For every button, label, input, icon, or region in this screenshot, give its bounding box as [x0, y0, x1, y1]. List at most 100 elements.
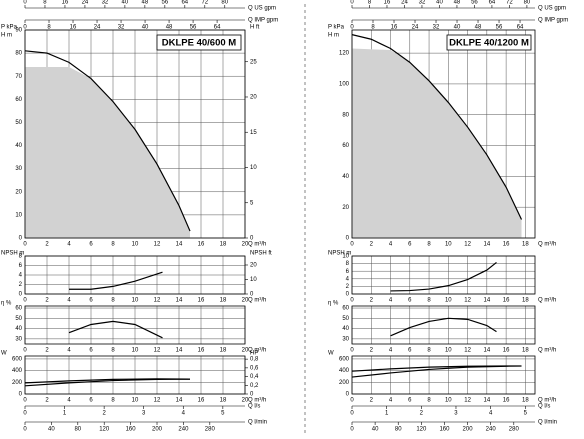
x-tick-label: 14 [483, 348, 490, 354]
tick-label: 24 [94, 25, 101, 31]
tick-label: 40 [48, 427, 55, 433]
y-tick-label: 0 [346, 392, 350, 398]
y2-axis-label: H ft [250, 25, 260, 31]
tick-label: 16 [391, 25, 398, 31]
tick-label: 56 [496, 25, 503, 31]
tick-label: 4 [489, 411, 493, 417]
tick-label: 56 [161, 0, 168, 6]
y2-tick-label: 0 [250, 236, 254, 242]
x-tick-label: 2 [45, 398, 49, 404]
x-axis-label: Q m³/h [248, 298, 266, 304]
x-tick-label: 0 [350, 242, 354, 248]
tick-label: 4 [182, 411, 186, 417]
tick-label: 40 [372, 427, 379, 433]
tick-label: 32 [118, 25, 125, 31]
y-tick-label: 0 [19, 392, 23, 398]
curve [351, 365, 522, 378]
y-axis-label: η % [1, 301, 12, 307]
y-tick-label: 80 [15, 51, 22, 57]
x-tick-label: 10 [132, 242, 139, 248]
y-tick-label: 600 [339, 357, 350, 363]
x-axis-label: Q m³/h [248, 242, 266, 248]
tick-label: 2 [102, 411, 106, 417]
tick-label: 64 [181, 0, 188, 6]
tick-label: 64 [489, 0, 496, 6]
x-tick-label: 4 [389, 348, 393, 354]
title-box [446, 34, 532, 51]
y2-tick-label: 0 [250, 392, 254, 398]
x-tick-label: 10 [132, 348, 139, 354]
x-tick-label: 2 [370, 242, 374, 248]
x-tick-label: 12 [154, 298, 161, 304]
tick-label: 16 [62, 0, 69, 6]
x-tick-label: 10 [132, 298, 139, 304]
y-tick-label: 400 [12, 368, 23, 374]
x-tick-label: 14 [483, 298, 490, 304]
y-tick-label: 4 [346, 276, 350, 282]
tick-label: 40 [436, 0, 443, 6]
x-tick-label: 6 [408, 348, 412, 354]
x-tick-label: 8 [111, 242, 115, 248]
x-tick-label: 10 [132, 398, 139, 404]
y-axis-label: W [328, 351, 334, 357]
y-tick-label: 60 [342, 143, 349, 149]
tick-label: 200 [463, 427, 474, 433]
tick-label: 0 [23, 427, 27, 433]
x-tick-label: 12 [464, 298, 471, 304]
tick-label: 32 [419, 0, 426, 6]
x-tick-label: 16 [198, 242, 205, 248]
tick-label: 40 [454, 25, 461, 31]
tick-label: 40 [142, 25, 149, 31]
x-axis-label: Q m³/h [538, 348, 556, 354]
y-tick-label: 10 [15, 212, 22, 218]
x-tick-label: 18 [220, 298, 227, 304]
y-tick-label: 600 [12, 357, 23, 363]
x-tick-label: 14 [176, 242, 183, 248]
y-tick-label: 50 [15, 316, 22, 322]
chart-title: DKLPE 40/1200 M [449, 38, 529, 49]
x-tick-label: 0 [350, 348, 354, 354]
y-tick-label: 60 [342, 306, 349, 312]
x-tick-label: 12 [154, 242, 161, 248]
y-tick-label: 200 [12, 380, 23, 386]
y-tick-label: 0 [346, 236, 350, 242]
y-tick-label: 50 [342, 316, 349, 322]
x-tick-label: 14 [176, 398, 183, 404]
tick-label: 24 [82, 0, 89, 6]
x-tick-label: 14 [483, 242, 490, 248]
tick-label: 200 [152, 427, 163, 433]
axis-label: Q l/s [538, 404, 550, 410]
tick-label: 72 [201, 0, 208, 6]
y-tick-label: 40 [342, 174, 349, 180]
x-tick-label: 4 [67, 398, 71, 404]
tick-label: 8 [47, 25, 51, 31]
tick-label: 72 [506, 0, 513, 6]
tick-label: 8 [371, 25, 375, 31]
x-tick-label: 16 [198, 298, 205, 304]
tick-label: 3 [142, 411, 146, 417]
tick-label: 80 [395, 427, 402, 433]
y2-tick-label: 0,8 [250, 357, 259, 363]
y-tick-label: 8 [19, 254, 23, 260]
x-tick-label: 2 [370, 348, 374, 354]
y-tick-label: 20 [342, 205, 349, 211]
operating-area [25, 66, 190, 238]
x-tick-label: 2 [45, 348, 49, 354]
tick-label: 0 [23, 411, 27, 417]
tick-label: 0 [350, 25, 354, 31]
tick-label: 48 [142, 0, 149, 6]
y2-tick-label: 15 [250, 130, 257, 136]
y-tick-label: 70 [15, 74, 22, 80]
x-tick-label: 2 [45, 298, 49, 304]
tick-label: 0 [23, 25, 27, 31]
panel-frame [351, 305, 536, 345]
tick-label: 240 [486, 427, 497, 433]
x-tick-label: 2 [370, 298, 374, 304]
x-tick-label: 4 [389, 298, 393, 304]
panel-frame [24, 255, 246, 295]
x-tick-label: 4 [389, 242, 393, 248]
y-tick-label: 6 [19, 263, 23, 269]
tick-label: 64 [517, 25, 524, 31]
y-tick-label: 10 [342, 254, 349, 260]
